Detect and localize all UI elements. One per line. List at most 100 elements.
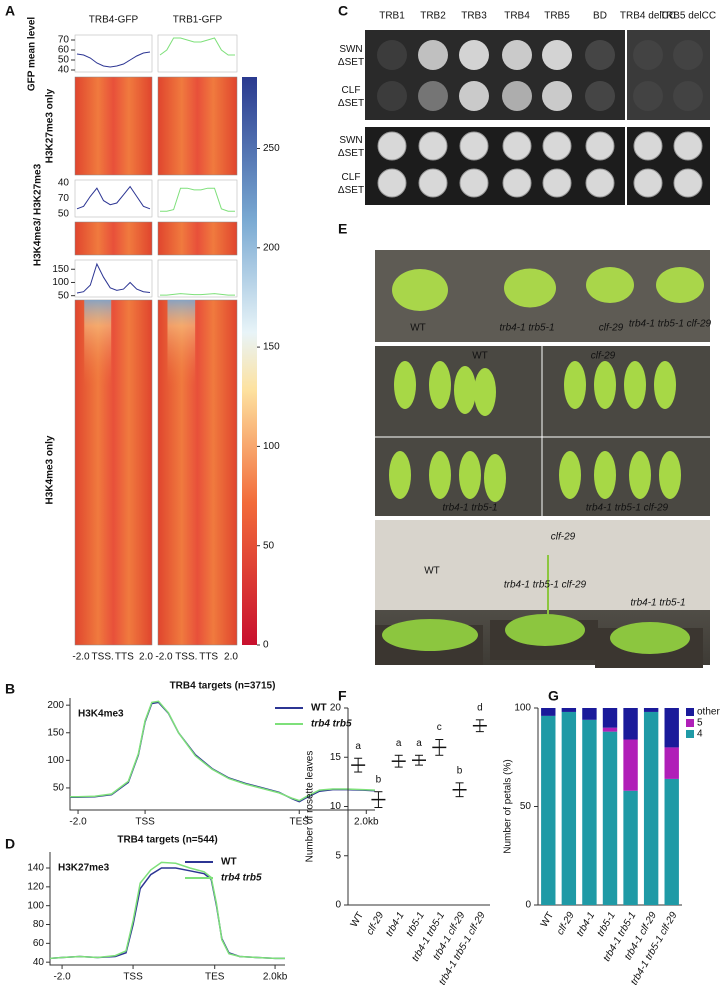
series-line [49, 861, 285, 960]
y-tick-label: 70 [58, 35, 70, 46]
heatmap-signal [167, 300, 196, 473]
x-tick-label: TTS [199, 652, 218, 663]
bar-segment [664, 778, 679, 905]
bar-segment [623, 739, 638, 791]
bar-segment [582, 708, 597, 720]
photo-caption: trb4-1 trb5-1 [442, 503, 497, 514]
rosette [392, 269, 448, 311]
column-header: TRB2 [420, 11, 446, 22]
chart-title: TRB4 targets (n=3715) [170, 681, 276, 692]
colony [542, 168, 572, 198]
panel-label: F [338, 688, 347, 704]
column-header: TRB4 delCC [620, 11, 676, 22]
y-tick-label: 50 [53, 783, 65, 794]
y-tick-label: 150 [47, 727, 64, 738]
profile-frame [74, 179, 153, 218]
heatmap-block [157, 221, 238, 256]
colony [377, 81, 407, 111]
rosette [504, 268, 556, 308]
plant [505, 614, 585, 646]
panel-label: D [5, 836, 15, 852]
profile-line [76, 51, 151, 68]
legend-label: trb4 trb5 [311, 719, 352, 730]
legend-label: WT [221, 857, 237, 868]
x-tick-label: TSS [135, 817, 155, 828]
colony [542, 81, 572, 111]
colorbar-label: 250 [263, 143, 280, 154]
x-tick-label: trb4-1 [575, 910, 598, 938]
rosette [656, 267, 704, 303]
heatmap-signal [84, 300, 112, 473]
y-tick-label: 60 [58, 45, 70, 56]
colorbar-label: 50 [263, 540, 275, 551]
column-header: TRB1 [379, 11, 405, 22]
y-tick-label: 100 [27, 900, 44, 911]
colony [459, 81, 489, 111]
leaf [629, 451, 651, 499]
colony [673, 131, 703, 161]
row-label-line: CLF [342, 85, 361, 96]
y-tick-label: 0 [525, 900, 531, 911]
significance-letter: d [477, 702, 483, 713]
bar-segment [623, 708, 638, 740]
photo-caption: WT [472, 351, 488, 362]
significance-letter: b [376, 774, 382, 785]
profile-frame [157, 259, 238, 298]
x-tick-label: TSS. [92, 652, 114, 663]
photo-caption: WT [424, 566, 440, 577]
profile-frame [157, 34, 238, 73]
axes [69, 698, 375, 811]
colorbar-label: 150 [263, 342, 280, 353]
leaf [659, 451, 681, 499]
significance-letter: a [396, 738, 402, 749]
row-label: SWN ΔSET [338, 135, 364, 159]
panel-label: E [338, 221, 347, 237]
x-tick-label: TES [205, 972, 225, 983]
heatmap-block [74, 221, 153, 256]
colony [633, 40, 663, 70]
x-tick-label: TSS [123, 972, 143, 983]
profile-frame [157, 179, 238, 218]
leaf [624, 361, 646, 409]
x-tick-label: TTS [115, 652, 134, 663]
colony [377, 131, 407, 161]
leaf [454, 366, 476, 414]
y-tick-label: 120 [27, 881, 44, 892]
photo-caption: trb4-1 trb5-1 [630, 598, 685, 609]
bar-segment [643, 708, 659, 712]
heatmap-block [157, 76, 238, 176]
y-tick-label: 200 [47, 700, 64, 711]
colony [418, 131, 448, 161]
bar-segment [561, 708, 577, 712]
photo-caption: trb4-1 trb5-1 clf-29 [629, 319, 712, 330]
plate [365, 30, 625, 120]
x-tick-label: -2.0 [53, 972, 71, 983]
column-header: TRB4 [504, 11, 530, 22]
row-label: SWN ΔSET [338, 44, 364, 68]
colony [459, 40, 489, 70]
chart-title: TRB4 targets (n=544) [117, 835, 217, 846]
column-header: TRB4-GFP [89, 15, 139, 26]
y-tick-label: 100 [52, 277, 69, 288]
inner-label: H3K27me3 [58, 863, 110, 874]
column-header: BD [593, 11, 607, 22]
x-tick-label: 2.0 [224, 652, 238, 663]
leaf [594, 361, 616, 409]
colony [633, 168, 663, 198]
plate [627, 30, 710, 120]
bar-segment [582, 719, 597, 905]
colony [418, 81, 448, 111]
colony [542, 40, 572, 70]
legend-label: 5 [697, 718, 703, 729]
colony [502, 40, 532, 70]
leaf [559, 451, 581, 499]
colorbar-label: 200 [263, 242, 280, 253]
profile-line [160, 187, 235, 212]
leaf [594, 451, 616, 499]
y-tick-label: 20 [330, 703, 342, 714]
leaf [484, 454, 506, 502]
row-label-line: ΔSET [338, 148, 364, 159]
colony [459, 131, 489, 161]
plate [365, 127, 625, 205]
bar-segment [602, 731, 618, 905]
